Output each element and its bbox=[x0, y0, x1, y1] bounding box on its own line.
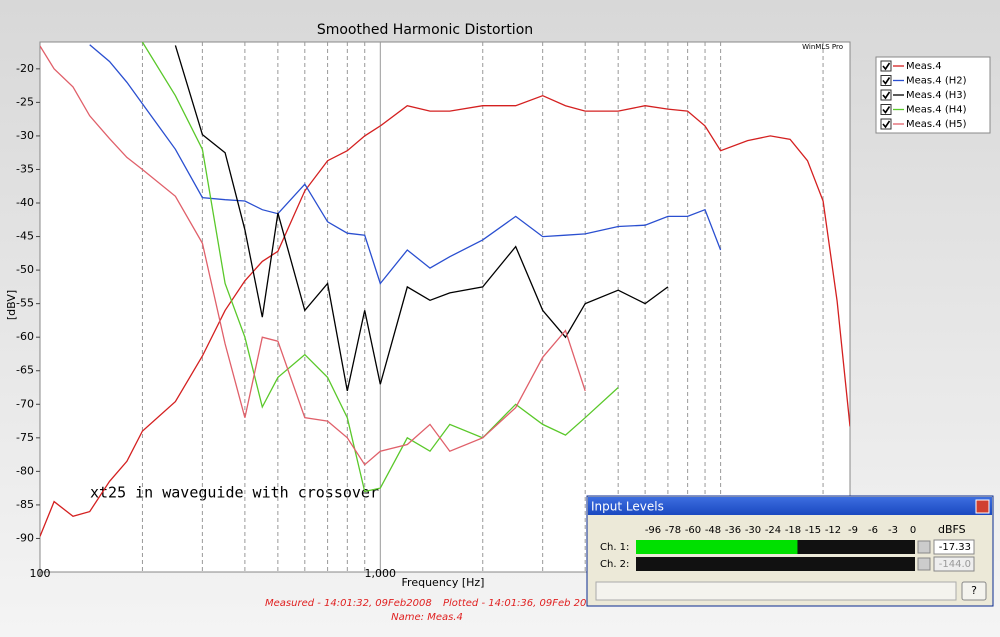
chart: 100 1,000 -20 -25 -30 -35 -40 -45 -50 -55 -60 -65 -7… bbox=[16, 42, 850, 580]
checkmark[interactable] bbox=[882, 77, 891, 85]
level-value: -144.0 bbox=[939, 559, 971, 570]
y-tick-label: -40 bbox=[16, 196, 34, 209]
level-field bbox=[933, 539, 975, 555]
channel-label: Ch. 1: bbox=[600, 542, 629, 553]
help-button-label[interactable]: ? bbox=[971, 584, 977, 597]
meter-scale-label: -48 bbox=[705, 525, 721, 536]
help-button[interactable] bbox=[961, 581, 987, 601]
status-field bbox=[595, 581, 957, 601]
meter-scale-label: -6 bbox=[868, 525, 878, 536]
meter-scale-label: -18 bbox=[785, 525, 801, 536]
series-line bbox=[89, 44, 722, 285]
legend-checkbox[interactable] bbox=[880, 118, 892, 130]
series-line bbox=[141, 42, 619, 493]
meter-scale-label: -15 bbox=[805, 525, 821, 536]
checkmark[interactable] bbox=[882, 62, 891, 71]
clip-indicator bbox=[917, 557, 931, 571]
series-line bbox=[40, 45, 586, 466]
legend-label: Meas.4 (H2) bbox=[906, 76, 967, 87]
checkmark[interactable] bbox=[882, 91, 891, 100]
footer-plotted: Plotted - 14:01:36, 09Feb 2008 bbox=[443, 598, 599, 609]
input-levels-window: Input Levels dBFS ? -96 -78 -60 -48 -36 -30 -2… bbox=[586, 495, 994, 607]
legend-label: Meas.4 (H5) bbox=[906, 119, 967, 130]
y-tick-label: -20 bbox=[16, 62, 34, 75]
x-tick-label: 1,000 bbox=[365, 567, 397, 580]
y-tick-label: -25 bbox=[16, 95, 34, 108]
y-tick-label: -75 bbox=[16, 431, 34, 444]
window-title: Input Levels bbox=[591, 500, 664, 514]
y-tick-label: -55 bbox=[16, 297, 34, 310]
y-tick-label: -50 bbox=[16, 263, 34, 276]
meter-scale-label: -24 bbox=[765, 525, 781, 536]
series-line bbox=[40, 94, 850, 537]
meter-scale-label: -9 bbox=[848, 525, 858, 536]
y-tick-label: -35 bbox=[16, 162, 34, 175]
meter-scale-label: -96 bbox=[645, 525, 661, 536]
meter-scale-label: -60 bbox=[685, 525, 701, 536]
chart-title: Smoothed Harmonic Distortion bbox=[317, 22, 533, 38]
y-axis-label: [dBV] bbox=[5, 290, 18, 320]
x-tick-label: 100 bbox=[30, 567, 51, 580]
meter-scale-label: -12 bbox=[825, 525, 841, 536]
title-bar bbox=[588, 497, 992, 515]
legend-label: Meas.4 (H4) bbox=[906, 105, 967, 116]
clip-indicator bbox=[917, 540, 931, 554]
level-field bbox=[933, 556, 975, 572]
meter-scale-label: 0 bbox=[910, 525, 916, 536]
checkmark[interactable] bbox=[882, 120, 891, 129]
y-tick-label: -70 bbox=[16, 397, 34, 410]
footer-measured: Measured - 14:01:32, 09Feb2008 bbox=[265, 598, 432, 609]
meter-level bbox=[636, 540, 798, 554]
legend-label: Meas.4 bbox=[906, 61, 942, 72]
meter-scale-label: -78 bbox=[665, 525, 681, 536]
y-tick-label: -85 bbox=[16, 498, 34, 511]
legend: Meas.4 Meas.4 (H2) Meas.4 (H3) Meas.4 (H4) M… bbox=[875, 56, 991, 134]
series-line bbox=[174, 45, 669, 392]
unit-label: dBFS bbox=[938, 523, 966, 536]
y-tick-label: -90 bbox=[16, 531, 34, 544]
annotation: xt25 in waveguide with crossover bbox=[90, 484, 379, 502]
legend-checkbox[interactable] bbox=[880, 104, 892, 115]
watermark: WinMLS Pro bbox=[802, 43, 843, 51]
plot-area bbox=[39, 41, 851, 573]
channel-label: Ch. 2: bbox=[600, 559, 629, 570]
legend-checkbox[interactable] bbox=[880, 60, 892, 72]
close-button[interactable] bbox=[975, 499, 990, 514]
meter-track bbox=[636, 557, 915, 571]
checkmark[interactable] bbox=[882, 106, 891, 114]
x-axis-label: Frequency [Hz] bbox=[402, 576, 485, 589]
y-tick-label: -65 bbox=[16, 364, 34, 377]
legend-checkbox[interactable] bbox=[880, 75, 892, 86]
legend-label: Meas.4 (H3) bbox=[906, 90, 967, 101]
y-tick-label: -45 bbox=[16, 230, 34, 243]
legend-checkbox[interactable] bbox=[880, 89, 892, 101]
meter-scale-label: -3 bbox=[888, 525, 898, 536]
y-tick-label: -80 bbox=[16, 464, 34, 477]
footer-name: Name: Meas.4 bbox=[391, 612, 463, 623]
y-tick-label: -30 bbox=[16, 129, 34, 142]
level-value: -17.33 bbox=[939, 542, 971, 553]
meter-scale-label: -36 bbox=[725, 525, 741, 536]
y-tick-label: -60 bbox=[16, 330, 34, 343]
meter-scale-label: -30 bbox=[745, 525, 761, 536]
